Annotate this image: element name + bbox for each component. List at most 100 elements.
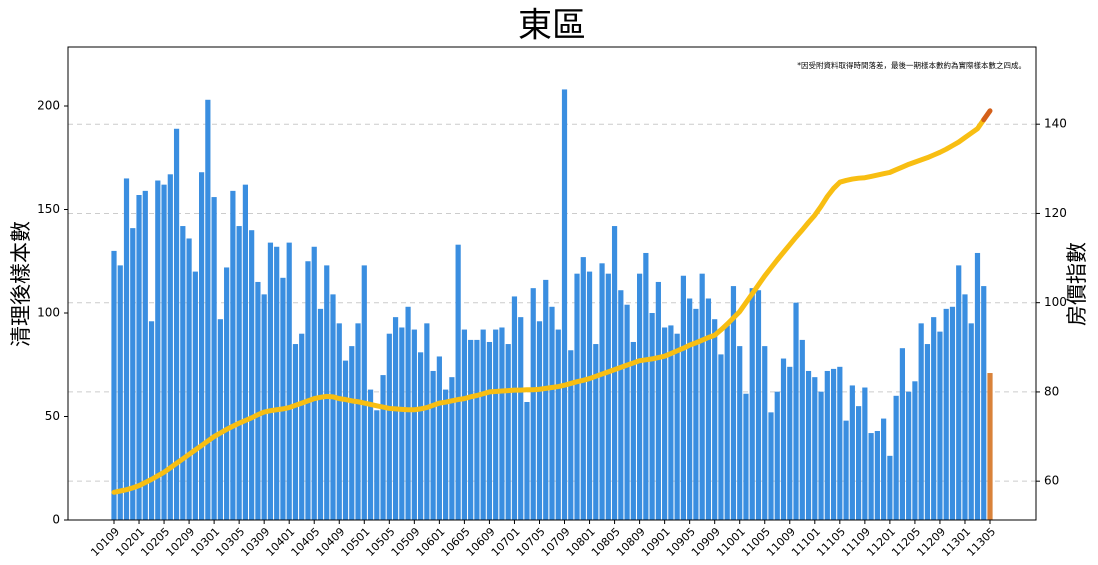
bar — [123, 178, 130, 520]
bar — [830, 368, 837, 520]
y-axis-label: 清理後樣本數 — [9, 221, 33, 347]
bar — [111, 250, 117, 520]
bar — [981, 286, 987, 520]
y-tick-label: 200 — [37, 98, 60, 112]
bar — [130, 228, 136, 521]
y2-tick-label: 140 — [1044, 117, 1067, 131]
bar — [199, 172, 205, 520]
bar — [424, 323, 430, 520]
bar — [755, 290, 762, 520]
bar — [449, 377, 455, 520]
bar — [518, 317, 524, 520]
bar — [824, 370, 830, 520]
bar — [605, 273, 611, 520]
bar — [148, 321, 155, 520]
bar — [762, 346, 768, 520]
bar — [856, 406, 862, 520]
bar — [887, 455, 893, 520]
bar — [599, 263, 605, 520]
bar — [430, 370, 436, 520]
bar — [330, 294, 336, 520]
bar — [893, 395, 899, 520]
bar — [511, 296, 518, 520]
bar — [737, 346, 743, 520]
bar — [324, 265, 330, 520]
bar — [637, 273, 643, 520]
bar — [380, 375, 386, 520]
bar — [724, 325, 730, 520]
bar — [418, 352, 424, 520]
bar — [505, 344, 511, 520]
bar — [586, 271, 593, 520]
bar — [242, 184, 248, 521]
bar — [580, 257, 586, 520]
bar — [662, 327, 668, 520]
bar — [649, 312, 655, 520]
bar — [336, 323, 342, 520]
bar — [530, 288, 536, 520]
bar — [461, 329, 467, 520]
index-line-latest — [981, 108, 993, 123]
bar — [555, 329, 561, 520]
bar — [355, 323, 361, 520]
bar — [568, 350, 574, 520]
bar — [142, 190, 148, 520]
bar — [255, 281, 261, 520]
bar — [611, 226, 618, 521]
bar — [455, 244, 461, 521]
bar — [399, 327, 405, 520]
bar — [974, 252, 981, 521]
y2-tick-label: 60 — [1044, 474, 1059, 488]
bar — [224, 267, 230, 520]
bar — [912, 381, 918, 520]
bar — [874, 430, 880, 520]
bar — [968, 323, 974, 520]
bar — [249, 230, 255, 520]
bar — [280, 277, 286, 520]
bar — [868, 433, 874, 520]
bar — [843, 420, 849, 520]
bar — [837, 366, 843, 520]
bar — [499, 327, 505, 520]
plot-frame — [67, 46, 1037, 521]
bar — [493, 329, 499, 520]
bar — [236, 226, 242, 521]
bar — [167, 174, 173, 521]
bar — [643, 252, 649, 521]
bar — [799, 339, 805, 520]
bar — [443, 389, 449, 520]
bar — [367, 389, 374, 520]
bar — [943, 308, 949, 520]
y2-tick-label: 120 — [1044, 206, 1067, 220]
bar — [749, 288, 755, 520]
bar — [342, 360, 349, 520]
bar — [918, 323, 924, 520]
bar — [155, 180, 161, 520]
bar — [668, 325, 674, 520]
bar — [630, 341, 636, 520]
bar — [392, 317, 399, 520]
bar — [718, 354, 724, 520]
bar — [299, 333, 305, 520]
bar — [705, 298, 712, 520]
y-tick-label: 50 — [45, 409, 60, 423]
bar — [161, 184, 167, 521]
bar — [173, 128, 180, 520]
bar — [311, 246, 317, 520]
bar — [261, 294, 267, 520]
bar — [386, 333, 392, 520]
bar — [956, 265, 962, 520]
bar — [805, 370, 812, 520]
bar — [486, 341, 493, 520]
bar — [411, 329, 417, 520]
bar — [524, 402, 530, 520]
bar — [361, 265, 367, 520]
bar — [780, 358, 787, 520]
bar — [987, 373, 993, 520]
bar — [186, 238, 192, 520]
y2-tick-label: 100 — [1044, 295, 1067, 309]
x-tick-label: 11305 — [964, 525, 998, 559]
bar — [593, 344, 599, 520]
bar — [217, 319, 223, 520]
bar — [693, 308, 699, 520]
